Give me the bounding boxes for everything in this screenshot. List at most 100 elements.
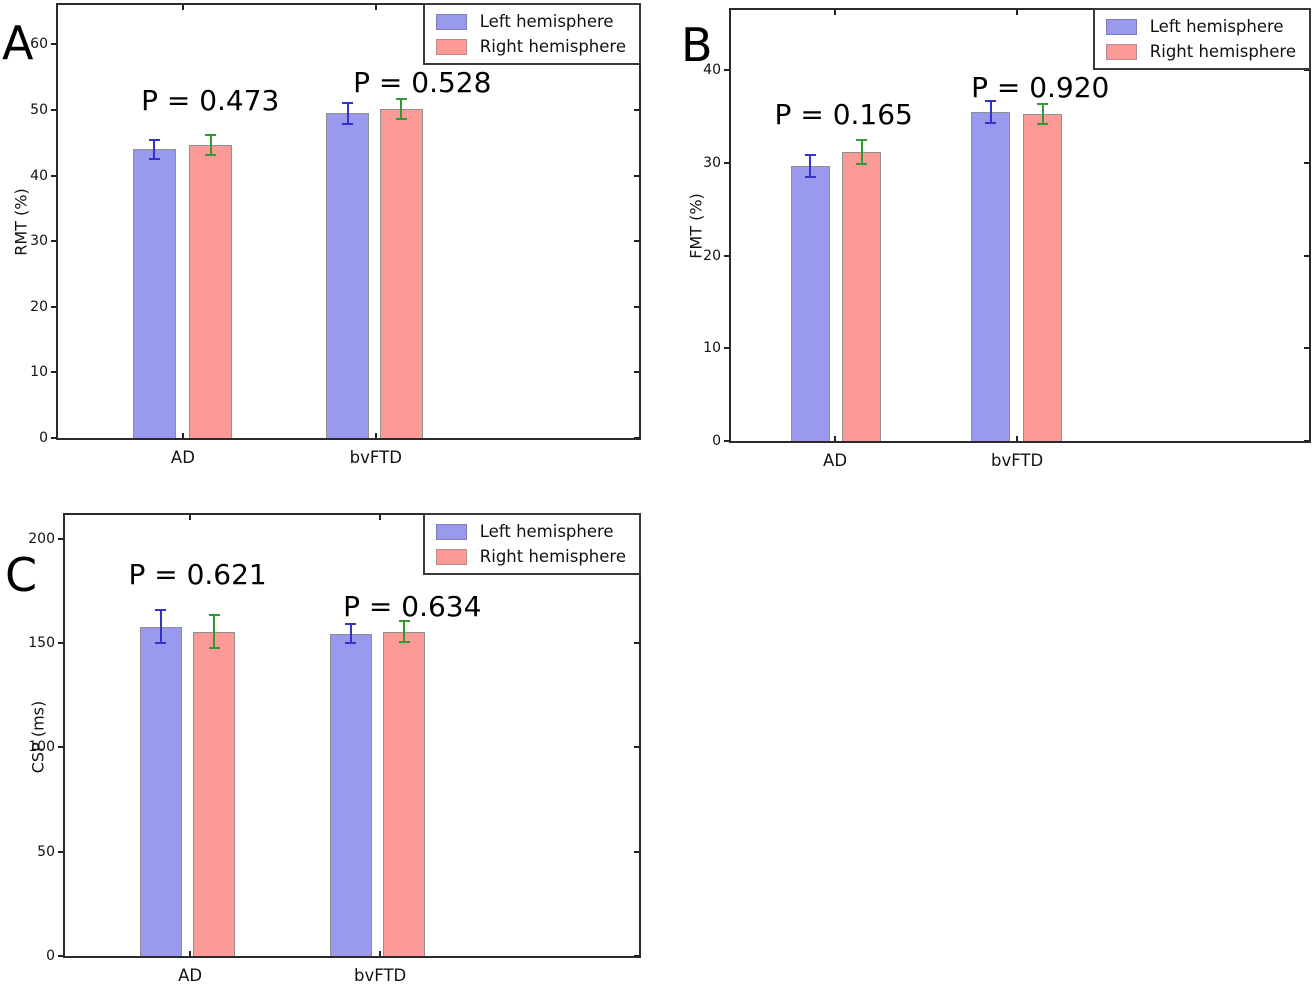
axes-rmt: Left hemisphere Right hemisphere 0 10 20 30… <box>30 3 641 467</box>
legend-label: Left hemisphere <box>1149 17 1284 36</box>
p-value-annotation: P = 0.165 <box>774 98 913 131</box>
x-tick-mark-bottom <box>181 433 184 438</box>
error-bar-cap-top <box>155 608 167 611</box>
y-tick-label: 50 <box>37 843 55 860</box>
y-axis-label-csp: CSP (ms) <box>28 700 48 774</box>
x-tick-mark-top <box>1016 10 1019 15</box>
legend: Left hemisphere Right hemisphere <box>1092 8 1311 70</box>
error-bar <box>349 624 352 644</box>
p-value-annotation: P = 0.621 <box>128 558 267 591</box>
legend-swatch-left-hemisphere <box>1105 18 1137 35</box>
legend-swatch-left-hemisphere <box>435 13 467 30</box>
y-tick-label: 0 <box>46 948 55 964</box>
error-bar-cap-bottom <box>804 175 816 178</box>
legend-label: Right hemisphere <box>1149 42 1296 61</box>
y-tick-mark-right <box>634 305 639 308</box>
legend-swatch-left-hemisphere <box>435 523 467 540</box>
bar-left-ad <box>132 149 176 438</box>
p-value-annotation: P = 0.634 <box>343 590 482 623</box>
x-tick-mark-bottom <box>374 433 377 438</box>
x-tick-mark-bottom <box>189 951 192 956</box>
x-tick-mark-top <box>834 10 837 15</box>
error-bar-cap-top <box>856 138 868 141</box>
y-tick-mark <box>51 108 56 111</box>
y-tick-mark <box>51 371 56 374</box>
error-bar-cap-bottom <box>856 162 868 165</box>
y-tick-mark-right <box>634 108 639 111</box>
y-tick-mark <box>724 254 729 257</box>
y-tick-label: 0 <box>712 433 721 449</box>
error-bar-cap-bottom <box>342 122 354 125</box>
error-bar-cap-top <box>1037 102 1049 105</box>
error-bar-cap-top <box>208 614 220 617</box>
error-bar <box>209 134 212 155</box>
error-bar-cap-bottom <box>208 647 220 650</box>
bar-right-ad <box>189 144 232 438</box>
error-bar-cap-bottom <box>985 122 997 125</box>
error-bar-cap-top <box>395 98 407 101</box>
y-tick-label: 0 <box>39 430 48 446</box>
y-tick-mark-right <box>1304 347 1309 350</box>
x-tick-label-ad: AD <box>170 448 195 467</box>
axes-csp: Left hemisphere Right hemisphere 0 50 100 1… <box>28 513 641 985</box>
y-tick-mark <box>58 850 63 853</box>
y-tick-mark-right <box>634 371 639 374</box>
y-tick-label: 40 <box>30 167 48 184</box>
error-bar <box>809 154 812 177</box>
y-tick-mark-right <box>634 437 639 439</box>
x-tick-label-bvftd: bvFTD <box>354 966 407 985</box>
p-value-annotation: P = 0.473 <box>141 84 280 117</box>
error-bar <box>989 100 992 124</box>
error-bar-cap-top <box>148 139 160 142</box>
error-bar <box>1041 103 1044 124</box>
bar-right-bvftd <box>383 631 426 956</box>
legend-item-right-hemisphere: Right hemisphere <box>435 547 626 566</box>
y-tick-mark <box>51 240 56 243</box>
y-tick-mark-right <box>634 642 639 645</box>
bar-right-bvftd <box>1023 113 1063 441</box>
error-bar <box>860 139 863 164</box>
error-bar-cap-bottom <box>148 157 160 160</box>
y-tick-label: 150 <box>28 635 55 652</box>
y-tick-mark-right <box>634 955 639 957</box>
error-bar <box>159 609 162 644</box>
bar-left-ad <box>790 165 830 441</box>
error-bar-cap-top <box>345 623 357 626</box>
x-tick-mark-bottom <box>379 951 382 956</box>
bar-left-bvftd <box>329 633 372 956</box>
x-tick-mark-bottom <box>834 436 837 441</box>
bar-left-bvftd <box>971 111 1010 441</box>
error-bar <box>346 102 349 124</box>
bar-left-bvftd <box>326 113 370 438</box>
legend-swatch-right-hemisphere <box>1105 43 1137 60</box>
error-bar-cap-bottom <box>345 642 357 645</box>
y-tick-mark <box>724 347 729 350</box>
legend-label: Left hemisphere <box>479 522 614 541</box>
y-tick-mark <box>58 955 63 957</box>
y-tick-mark <box>51 305 56 308</box>
y-tick-mark <box>51 43 56 46</box>
legend-label: Left hemisphere <box>479 12 614 31</box>
y-tick-label: 50 <box>30 101 48 118</box>
y-tick-mark <box>724 69 729 72</box>
error-bar <box>403 621 406 643</box>
x-tick-mark-top <box>181 5 184 10</box>
legend-item-left-hemisphere: Left hemisphere <box>435 522 626 541</box>
y-tick-mark <box>51 174 56 177</box>
y-tick-mark-right <box>634 850 639 853</box>
y-tick-mark-right <box>1304 161 1309 164</box>
y-tick-mark-right <box>1304 254 1309 257</box>
y-tick-label: 10 <box>30 364 48 381</box>
x-tick-label-bvftd: bvFTD <box>349 448 402 467</box>
error-bar-cap-bottom <box>155 642 167 645</box>
p-value-annotation: P = 0.528 <box>353 66 492 99</box>
legend-item-left-hemisphere: Left hemisphere <box>435 12 626 31</box>
legend-item-right-hemisphere: Right hemisphere <box>1105 42 1296 61</box>
x-tick-mark-top <box>189 515 192 520</box>
y-tick-mark-right <box>1304 440 1309 442</box>
legend-item-right-hemisphere: Right hemisphere <box>435 37 626 56</box>
x-tick-label-bvftd: bvFTD <box>990 451 1044 470</box>
x-tick-label-ad: AD <box>823 451 848 470</box>
